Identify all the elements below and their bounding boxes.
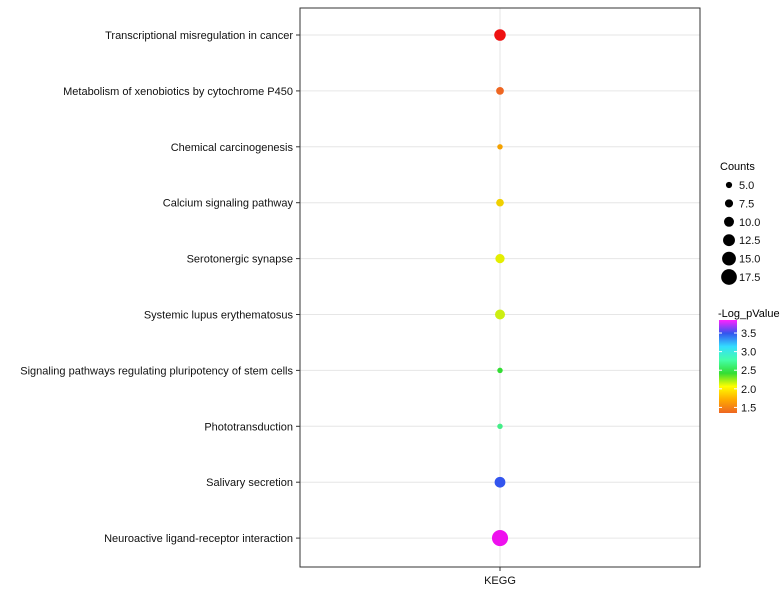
y-tick-label: Phototransduction [204,421,293,433]
data-point [495,253,505,264]
size-legend: Counts 5.0 7.5 10.0 12.5 15.0 17.5 [720,161,760,285]
size-legend-label: 15.0 [739,254,760,266]
y-tick-label: Salivary secretion [206,477,293,489]
size-legend-key [724,216,734,227]
y-tick-label: Systemic lupus erythematosus [144,310,294,322]
data-point [497,367,503,374]
data-point [496,198,504,207]
colorbar-label: 3.0 [741,347,756,359]
y-tick-label: Serotonergic synapse [187,254,293,266]
size-legend-key [721,269,737,285]
size-legend-title: Counts [720,161,755,173]
y-tick-label: Neuroactive ligand-receptor interaction [104,533,293,545]
y-tick-label: Metabolism of xenobiotics by cytochrome … [63,86,293,98]
colorbar-label: 1.5 [741,402,756,414]
color-legend: -Log_pValue 3.5 3.0 2.5 2.0 1.5 [718,308,780,414]
size-legend-label: 12.5 [739,235,760,247]
size-legend-key [724,199,734,208]
y-tick-label: Chemical carcinogenesis [171,142,294,154]
size-legend-key [722,251,736,266]
y-tick-label: Signaling pathways regulating pluripoten… [20,365,293,377]
colorbar-label: 2.5 [741,365,756,377]
y-axis-labels: Transcriptional misregulation in cancer M… [20,30,300,545]
data-point [494,476,506,488]
size-legend-label: 7.5 [739,198,754,210]
colorbar-label: 3.5 [741,328,756,340]
data-point [491,530,509,547]
y-tick-label: Calcium signaling pathway [163,198,294,210]
size-legend-key [723,234,735,247]
colorbar-label: 2.0 [741,384,756,396]
data-point [497,144,503,150]
data-point [495,309,505,320]
color-legend-title: -Log_pValue [718,308,780,320]
colorbar [719,320,737,413]
size-legend-key [725,181,733,189]
data-point [494,29,506,41]
data-point [496,87,504,95]
y-tick-label: Transcriptional misregulation in cancer [105,30,293,42]
x-tick-label: KEGG [484,575,516,587]
x-axis-labels: KEGG [484,567,516,587]
size-legend-label: 5.0 [739,180,754,192]
size-legend-label: 10.0 [739,217,760,229]
data-point [497,423,503,430]
data-points [491,29,509,547]
size-legend-label: 17.5 [739,272,760,284]
